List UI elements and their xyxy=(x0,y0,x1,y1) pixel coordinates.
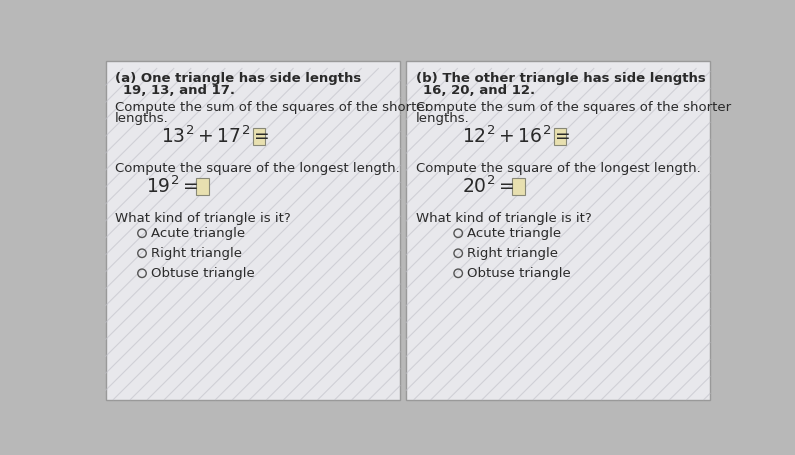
FancyBboxPatch shape xyxy=(106,61,400,399)
Text: 16, 20, and 12.: 16, 20, and 12. xyxy=(423,84,536,97)
FancyBboxPatch shape xyxy=(196,178,208,195)
Text: lengths.: lengths. xyxy=(416,111,469,125)
Text: What kind of triangle is it?: What kind of triangle is it? xyxy=(114,212,291,225)
Text: $13^2 + 17^2 = $: $13^2 + 17^2 = $ xyxy=(161,126,270,147)
Text: Acute triangle: Acute triangle xyxy=(151,227,246,240)
Text: Right triangle: Right triangle xyxy=(151,247,242,260)
Text: $19^2 = $: $19^2 = $ xyxy=(145,176,198,197)
Text: Compute the square of the longest length.: Compute the square of the longest length… xyxy=(416,162,700,175)
Text: $12^2 + 16^2 = $: $12^2 + 16^2 = $ xyxy=(462,126,570,147)
Text: Acute triangle: Acute triangle xyxy=(467,227,561,240)
FancyBboxPatch shape xyxy=(553,128,566,145)
Text: Obtuse triangle: Obtuse triangle xyxy=(467,267,572,280)
Text: Compute the sum of the squares of the shorter: Compute the sum of the squares of the sh… xyxy=(416,101,731,114)
Text: What kind of triangle is it?: What kind of triangle is it? xyxy=(416,212,591,225)
Text: (a) One triangle has side lengths: (a) One triangle has side lengths xyxy=(114,71,361,85)
Text: lengths.: lengths. xyxy=(114,111,169,125)
Text: (b) The other triangle has side lengths: (b) The other triangle has side lengths xyxy=(416,71,705,85)
Text: Obtuse triangle: Obtuse triangle xyxy=(151,267,255,280)
FancyBboxPatch shape xyxy=(406,61,710,399)
Text: Right triangle: Right triangle xyxy=(467,247,559,260)
Text: $20^2 = $: $20^2 = $ xyxy=(462,176,514,197)
Text: Compute the square of the longest length.: Compute the square of the longest length… xyxy=(114,162,400,175)
FancyBboxPatch shape xyxy=(513,178,525,195)
FancyBboxPatch shape xyxy=(253,128,266,145)
Text: Compute the sum of the squares of the shorter: Compute the sum of the squares of the sh… xyxy=(114,101,430,114)
Text: 19, 13, and 17.: 19, 13, and 17. xyxy=(122,84,235,97)
